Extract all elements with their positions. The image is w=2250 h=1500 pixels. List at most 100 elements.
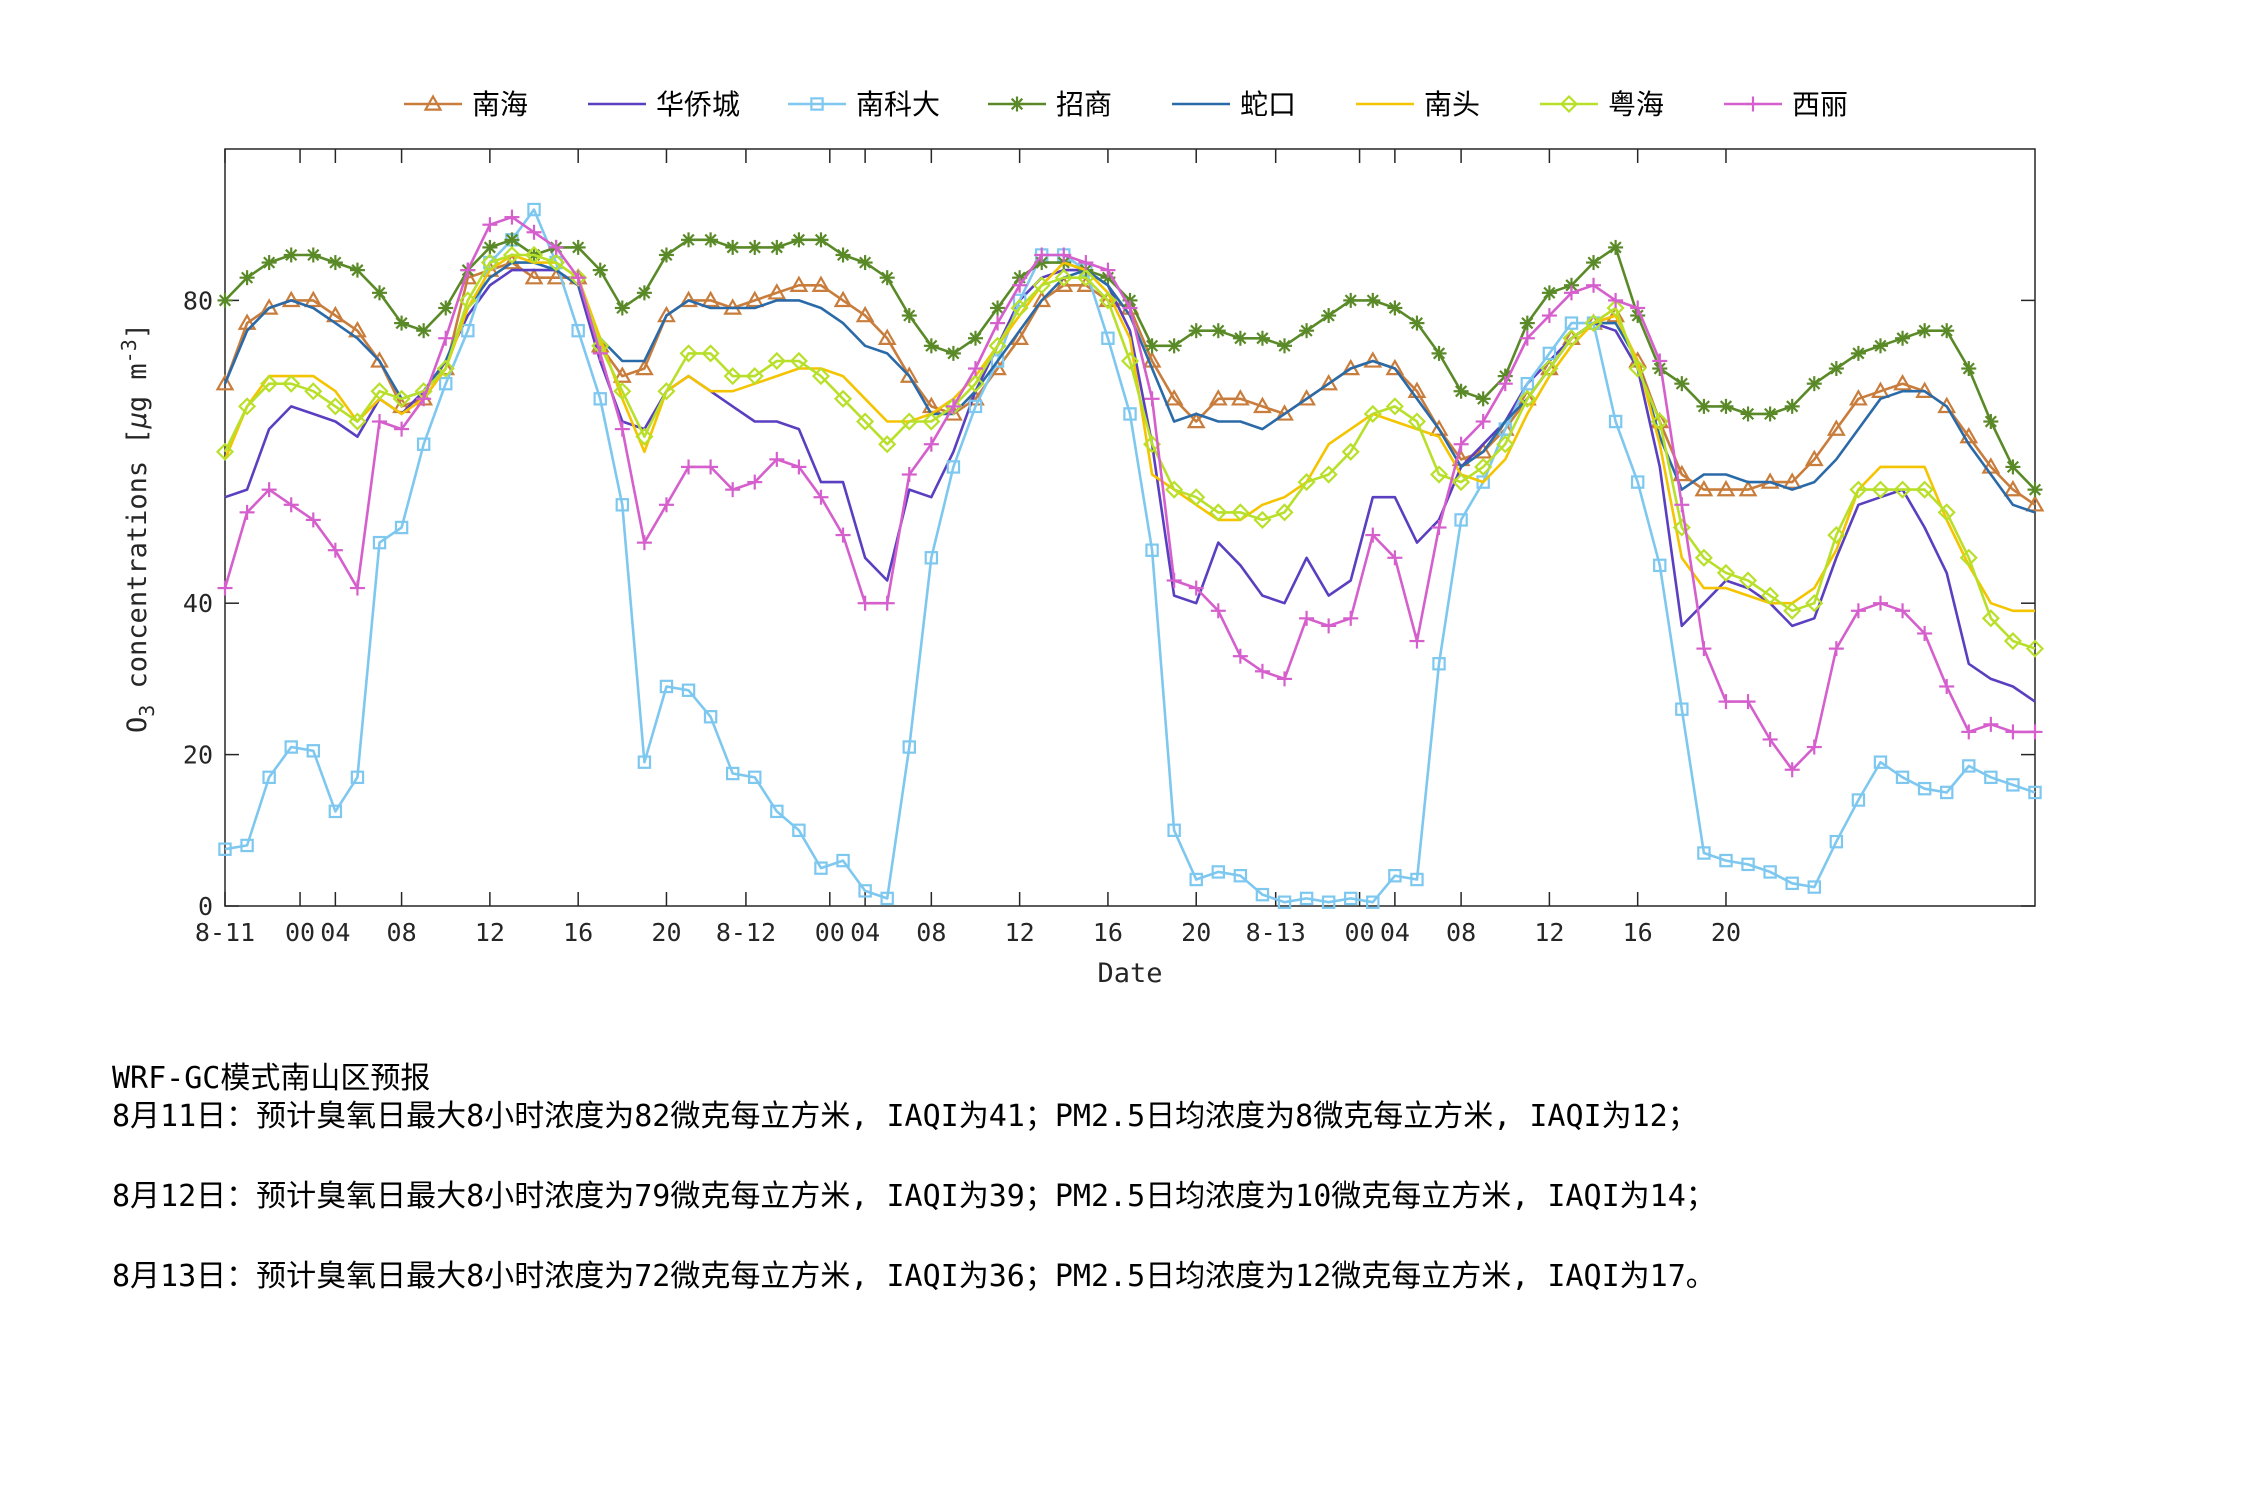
data-point (1497, 376, 1513, 392)
x-tick-label: 8-12 (716, 918, 776, 947)
data-point (748, 770, 762, 785)
data-point (701, 344, 720, 363)
data-point (1453, 383, 1469, 399)
y-axis-title-sup: -3 (117, 339, 141, 363)
series-8 (217, 209, 2043, 778)
data-point (1188, 580, 1204, 596)
data-point (1076, 268, 1095, 287)
data-point (240, 838, 254, 853)
x-tick-label: 08 (387, 918, 417, 947)
data-point (1054, 275, 1074, 292)
data-point (1696, 398, 1712, 414)
data-point (725, 482, 741, 498)
data-point (482, 239, 498, 255)
data-point (855, 305, 875, 323)
data-point (1675, 702, 1689, 716)
data-point (1254, 663, 1270, 679)
data-point (1696, 641, 1712, 657)
data-point (770, 804, 784, 819)
data-point (1101, 331, 1115, 345)
data-point (261, 255, 277, 271)
data-point (283, 497, 299, 513)
data-point (1144, 391, 1160, 407)
data-point (372, 285, 388, 301)
data-point (945, 345, 961, 361)
data-point (1653, 558, 1667, 573)
data-point (613, 382, 632, 401)
data-point (2028, 785, 2042, 800)
data-point (2005, 459, 2021, 475)
data-point (1341, 442, 1360, 461)
legend-item: 华侨城 (588, 88, 740, 121)
data-point (372, 414, 388, 430)
y-tick-label: 80 (183, 286, 213, 315)
data-point (657, 305, 676, 323)
y-axis-title-rest: g m (122, 363, 153, 412)
series-line (224, 268, 2036, 703)
data-point (1429, 419, 1449, 436)
data-point (1363, 351, 1383, 368)
y-tick-label: 0 (198, 892, 213, 921)
data-point (1232, 648, 1248, 664)
series-6 (223, 253, 2035, 613)
data-point (1517, 389, 1537, 406)
data-point (1871, 480, 1890, 499)
legend-marker (423, 94, 443, 111)
legend-item: 西丽 (1724, 88, 1848, 121)
data-point (282, 374, 301, 393)
data-point (814, 861, 828, 875)
data-point (1984, 770, 1998, 785)
data-point (1186, 411, 1206, 429)
data-point (416, 323, 432, 339)
data-point (1586, 255, 1602, 271)
x-axis-title: Date (1097, 958, 1162, 989)
data-point (1630, 300, 1646, 316)
data-point (1299, 323, 1315, 339)
svg-text:O3 concentrations [μg m-3]: O3 concentrations [μg m-3] (117, 323, 159, 733)
data-point (1054, 268, 1073, 287)
data-point (1807, 880, 1821, 894)
data-point (1520, 376, 1535, 391)
data-point (394, 421, 410, 437)
data-point (1343, 610, 1359, 626)
data-point (483, 255, 497, 270)
data-point (946, 460, 961, 474)
data-point (1849, 480, 1868, 499)
data-point (902, 740, 916, 754)
y-tick-label: 20 (183, 741, 213, 770)
x-tick-label: 8-11 (195, 918, 255, 947)
data-point (1255, 887, 1270, 902)
data-point (1363, 404, 1382, 424)
data-point (879, 270, 895, 286)
data-point (1409, 315, 1425, 331)
series-line (223, 253, 2035, 613)
data-point (1453, 436, 1469, 452)
data-point (1719, 853, 1733, 868)
data-point (1319, 465, 1338, 484)
data-point (1805, 594, 1824, 613)
x-tick-label: 12 (1005, 918, 1035, 947)
y-axis-title-end: ] (122, 323, 153, 339)
data-point (681, 232, 697, 248)
data-point (215, 442, 235, 461)
data-point (1650, 412, 1669, 431)
x-tick-label: 12 (475, 918, 505, 947)
data-point (1454, 513, 1468, 527)
data-point (679, 290, 698, 308)
data-point (988, 336, 1007, 355)
data-point (747, 474, 763, 490)
data-point (1012, 277, 1028, 293)
data-point (1388, 868, 1402, 883)
data-point (966, 374, 985, 393)
data-point (637, 755, 652, 769)
data-point (1694, 548, 1713, 567)
data-point (239, 270, 255, 286)
data-point (833, 389, 853, 408)
data-point (1784, 398, 1800, 414)
x-tick-label: 00 (815, 918, 845, 947)
x-tick-label: 20 (1711, 918, 1741, 947)
data-point (1165, 480, 1184, 499)
data-point (901, 467, 917, 483)
data-point (349, 580, 365, 596)
data-point (835, 247, 851, 263)
